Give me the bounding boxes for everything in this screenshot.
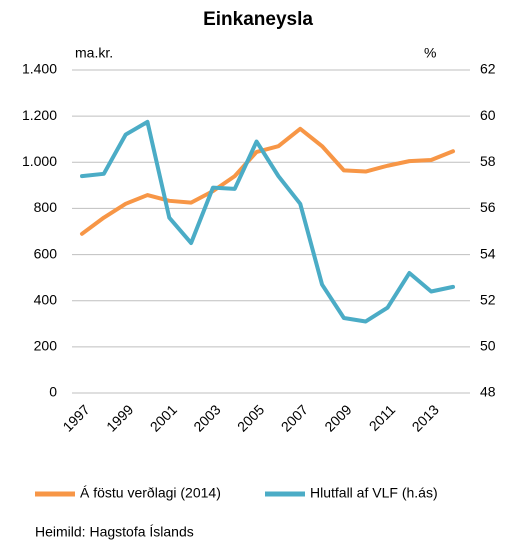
y-tick-label: 800 bbox=[34, 199, 58, 215]
x-tick-label: 2005 bbox=[234, 401, 267, 434]
x-tick-label: 2001 bbox=[147, 401, 180, 434]
line-series bbox=[80, 126, 455, 236]
y-tick-label: 1.200 bbox=[22, 107, 57, 123]
x-tick-label: 1999 bbox=[103, 401, 136, 434]
y-axis-label: ma.kr. bbox=[75, 45, 113, 61]
y2-axis-label: % bbox=[424, 45, 436, 61]
legend-label: Á föstu verðlagi (2014) bbox=[80, 485, 221, 501]
y-tick-label: 600 bbox=[34, 245, 58, 261]
y2-tick-label: 58 bbox=[480, 153, 496, 169]
y2-tick-label: 60 bbox=[480, 107, 496, 123]
y2-tick-label: 48 bbox=[480, 384, 496, 400]
y-tick-label: 1.400 bbox=[22, 61, 57, 77]
y-tick-label: 400 bbox=[34, 291, 58, 307]
y2-tick-label: 52 bbox=[480, 291, 496, 307]
y-tick-label: 0 bbox=[49, 384, 57, 400]
legend-label: Hlutfall af VLF (h.ás) bbox=[310, 485, 438, 501]
y2-tick-label: 54 bbox=[480, 245, 496, 261]
source: Heimild: Hagstofa Íslands bbox=[35, 524, 194, 540]
chart-title: Einkaneysla bbox=[203, 9, 313, 30]
x-tick-label: 2009 bbox=[321, 401, 354, 434]
x-tick-label: 2003 bbox=[190, 401, 223, 434]
y2-tick-label: 62 bbox=[480, 61, 496, 77]
x-tick-label: 2011 bbox=[366, 401, 399, 434]
y-tick-label: 200 bbox=[34, 338, 58, 354]
x-tick-label: 2013 bbox=[409, 401, 442, 434]
x-tick-label: 1997 bbox=[59, 401, 92, 434]
x-tick-label: 2007 bbox=[278, 401, 311, 434]
y2-tick-label: 56 bbox=[480, 199, 496, 215]
y2-tick-label: 50 bbox=[480, 338, 496, 354]
y-tick-label: 1.000 bbox=[22, 153, 57, 169]
line-series bbox=[80, 119, 455, 324]
